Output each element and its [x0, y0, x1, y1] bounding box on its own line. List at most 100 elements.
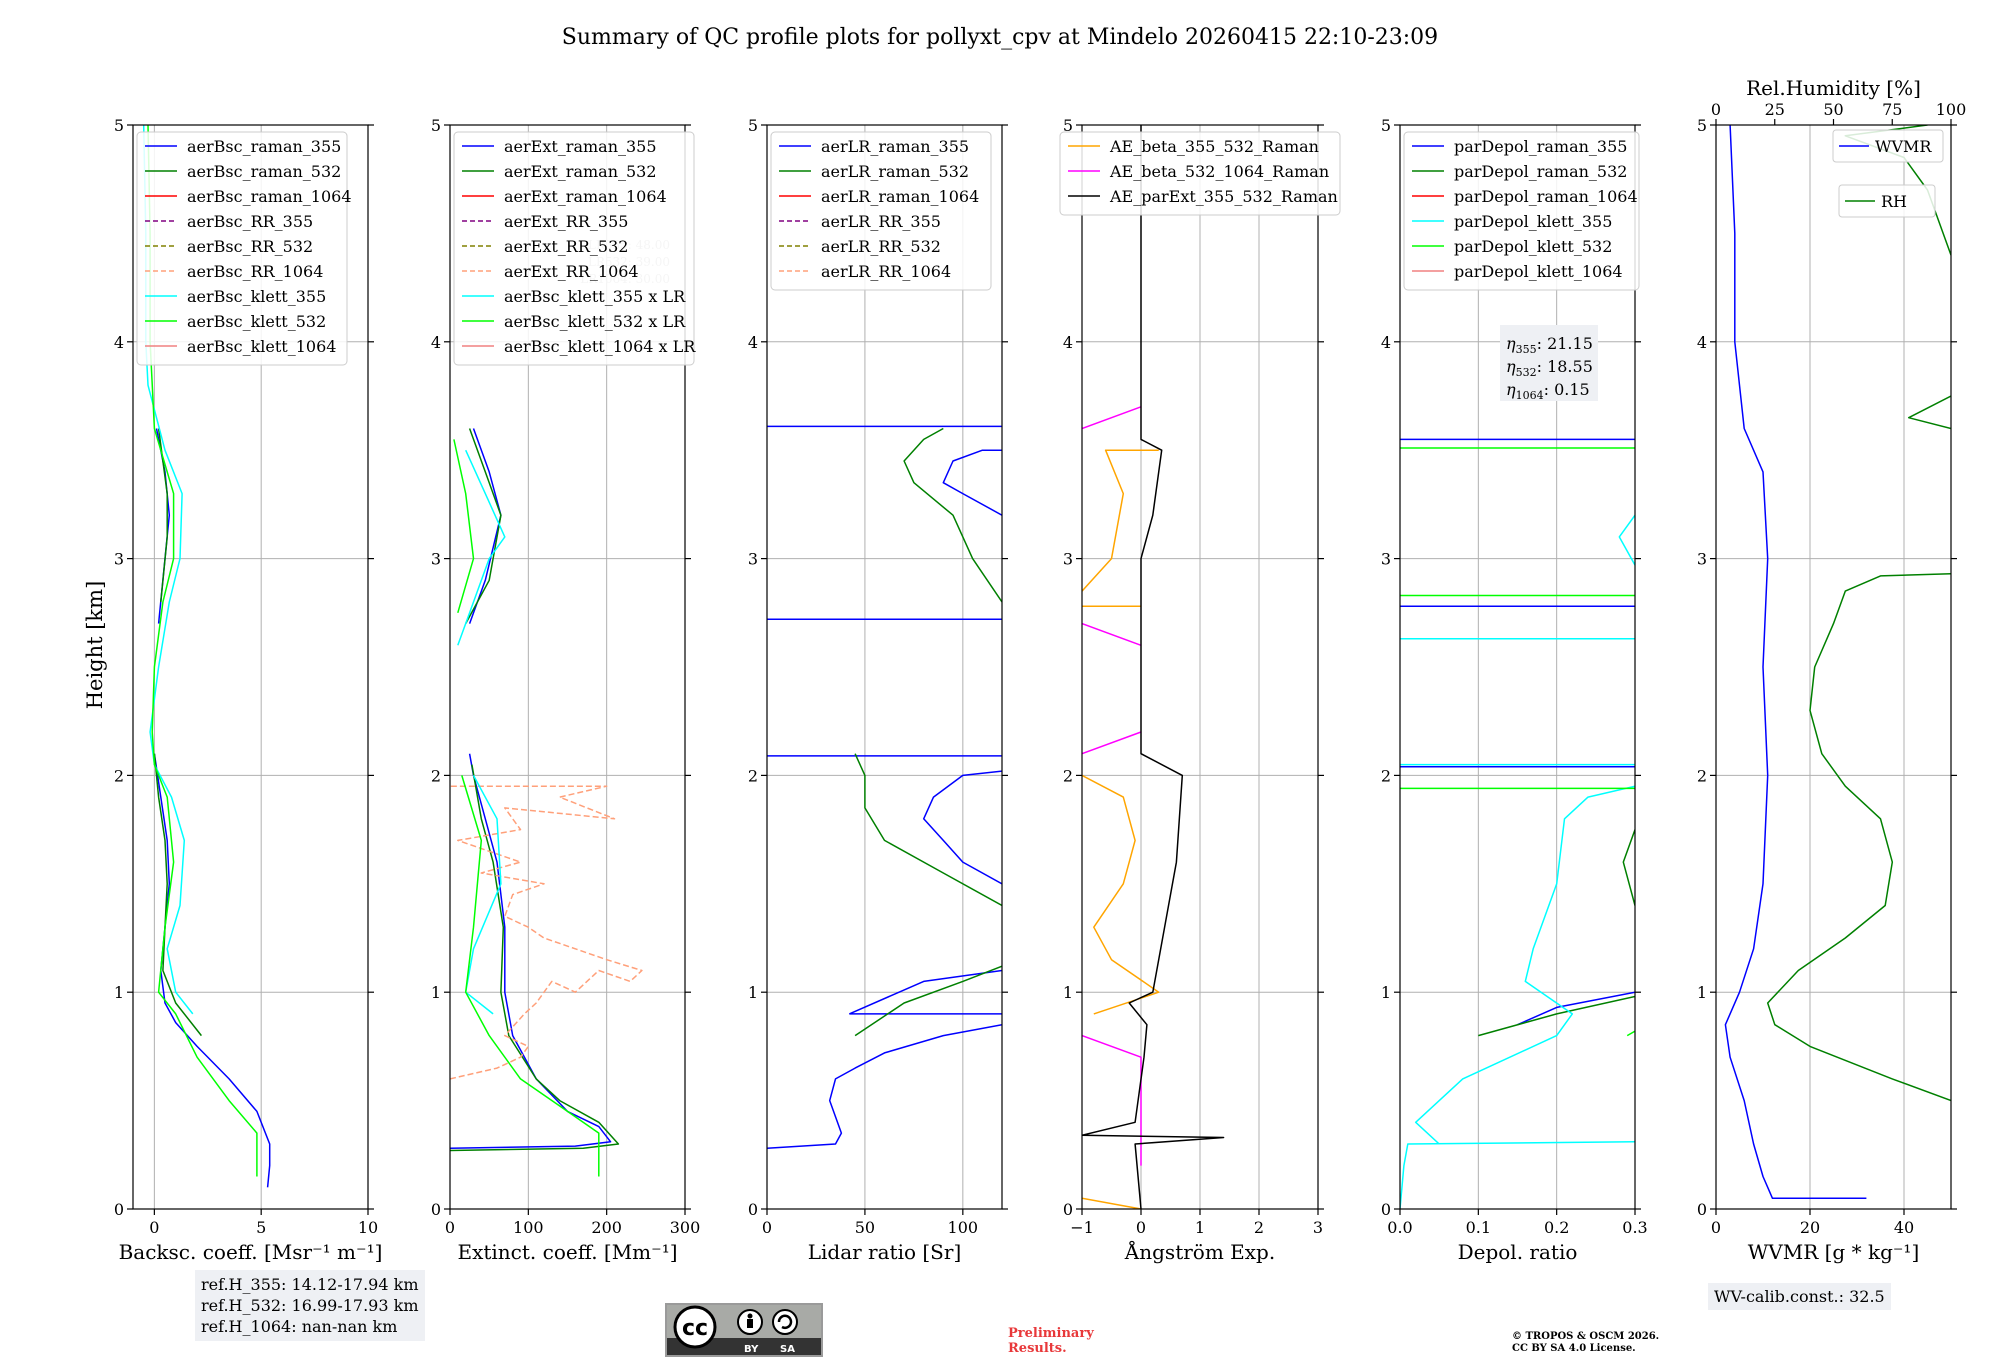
- series-aerLR_raman_532: [854, 427, 1002, 1037]
- y-tick-label: 4: [114, 333, 124, 352]
- x-axis-label: Depol. ratio: [1458, 1240, 1578, 1264]
- legend-label: aerExt_RR_1064: [504, 262, 639, 281]
- y-tick-label: 1: [1063, 983, 1073, 1002]
- wv-calibration-text: WV-calib.const.: 32.5: [1714, 1287, 1885, 1306]
- y-tick-label: 0: [1381, 1200, 1391, 1219]
- legend-label: AE_beta_532_1064_Raman: [1109, 162, 1329, 181]
- legend-label: aerBsc_RR_532: [187, 237, 313, 256]
- y-tick-label: 1: [1697, 983, 1707, 1002]
- series-WVMR: [1724, 125, 1867, 1199]
- series-group: [450, 428, 643, 1177]
- x-tick-label: 0.1: [1466, 1218, 1491, 1237]
- legend-label: aerExt_raman_1064: [504, 187, 667, 206]
- y-tick-label: 5: [1063, 116, 1073, 135]
- legend-label: aerBsc_raman_532: [187, 162, 341, 181]
- y-tick-label: 0: [431, 1200, 441, 1219]
- reference-heights-box: ref.H_355: 14.12-17.94 km ref.H_532: 16.…: [195, 1270, 425, 1341]
- series-aerLR_raman_355: [767, 425, 1002, 1150]
- x-tick-label: −1: [1070, 1218, 1094, 1237]
- series-parDepol_klett_532: [1400, 447, 1635, 1037]
- x-tick-label: 0: [149, 1218, 159, 1237]
- y-tick-label: 3: [1697, 550, 1707, 569]
- legend-label: aerLR_raman_355: [821, 137, 969, 156]
- y-tick-label: 4: [1697, 333, 1707, 352]
- x-axis-label: Lidar ratio [Sr]: [808, 1240, 962, 1264]
- series-group: [767, 425, 1002, 1150]
- legend-label: aerExt_raman_532: [504, 162, 657, 181]
- y-tick-label: 2: [1063, 766, 1073, 785]
- x-tick-label: 0: [1136, 1218, 1146, 1237]
- y-tick-label: 1: [1381, 983, 1391, 1002]
- top-tick-label: 25: [1765, 100, 1785, 119]
- y-tick-label: 3: [114, 550, 124, 569]
- legend-label: aerBsc_raman_1064: [187, 187, 352, 206]
- top-tick-label: 100: [1936, 100, 1967, 119]
- legend-label: aerLR_raman_1064: [821, 187, 979, 206]
- legend-label: aerExt_RR_532: [504, 237, 628, 256]
- y-tick-label: 4: [431, 333, 441, 352]
- panel-bsc: 0 1 2 3 4 5 0 5 10 Backsc. coeff. [Msr⁻¹ m⁻¹] aerB…: [114, 116, 383, 1264]
- series-group: [1082, 125, 1225, 1209]
- series-AE_parExt_355_532_Raman: [1082, 125, 1225, 1209]
- y-tick-label: 2: [1697, 766, 1707, 785]
- x-axis-label: Ångström Exp.: [1124, 1239, 1275, 1264]
- y-tick-label: 4: [748, 333, 758, 352]
- x-tick-label: 40: [1894, 1218, 1914, 1237]
- series-AE_beta_532_1064_Raman: [1082, 406, 1142, 1166]
- y-tick-label: 2: [431, 766, 441, 785]
- series-parDepol_raman_355: [1400, 438, 1635, 1026]
- cc-license-badge: cc BY SA: [665, 1303, 823, 1357]
- series-aerBsc_klett_355 x LR: [457, 449, 506, 1015]
- legend-label: parDepol_klett_355: [1454, 212, 1612, 231]
- y-tick-label: 0: [114, 1200, 124, 1219]
- legend-label: parDepol_raman_355: [1454, 137, 1627, 156]
- legend-label: aerBsc_klett_1064 x LR: [504, 337, 696, 356]
- y-tick-label: 4: [1381, 333, 1391, 352]
- legend-box: [770, 131, 992, 291]
- legend-label: parDepol_raman_1064: [1454, 187, 1638, 206]
- axes-frame: [1715, 124, 1952, 1210]
- series-aerBsc_raman_355: [153, 428, 271, 1188]
- legend-label: aerExt_RR_355: [504, 212, 628, 231]
- legend-wvmr: WVMR: [1832, 129, 1944, 163]
- x-tick-label: 1: [1195, 1218, 1205, 1237]
- x-tick-label: 0: [1711, 1218, 1721, 1237]
- series-aerBsc_klett_355: [142, 125, 194, 1015]
- figure-title: Summary of QC profile plots for pollyxt_…: [562, 25, 1438, 50]
- y-tick-label: 3: [748, 550, 758, 569]
- x-tick-label: 2: [1254, 1218, 1264, 1237]
- y-tick-label: 1: [431, 983, 441, 1002]
- axes-frame: [449, 124, 686, 1210]
- top-tick-label: 0: [1711, 100, 1721, 119]
- axes-frame: [132, 124, 369, 1210]
- eta-bg: [1500, 325, 1598, 401]
- x-tick-label: 0: [445, 1218, 455, 1237]
- y-tick-label: 3: [1381, 550, 1391, 569]
- series-group: [142, 125, 271, 1188]
- x-tick-label: 10: [358, 1218, 378, 1237]
- series-RH: [1766, 125, 1951, 1102]
- x-tick-label: 20: [1800, 1218, 1820, 1237]
- y-tick-label: 0: [1063, 1200, 1073, 1219]
- legend-label: aerLR_raman_532: [821, 162, 969, 181]
- axes-frame: [1399, 124, 1636, 1210]
- legend-label: aerLR_RR_532: [821, 237, 941, 256]
- series-parDepol_klett_355: [1400, 514, 1635, 1209]
- legend-label: aerBsc_klett_532 x LR: [504, 312, 686, 331]
- cc-by-label: BY: [744, 1344, 759, 1355]
- ref-height-532: ref.H_532: 16.99-17.93 km: [201, 1296, 419, 1315]
- series-aerBsc_klett_532: [147, 125, 258, 1177]
- eta-label: η355: 21.15: [1506, 334, 1593, 356]
- y-tick-label: 5: [1697, 116, 1707, 135]
- legend-bsc: aerBsc_raman_355 aerBsc_raman_532 aerBsc_r…: [136, 131, 352, 366]
- legend-ext: aerExt_raman_355 aerExt_raman_532 aerExt_r…: [453, 131, 696, 366]
- legend-lr: aerLR_raman_355 aerLR_raman_532 aerLR_rama…: [770, 131, 992, 291]
- legend-label: AE_beta_355_532_Raman: [1109, 137, 1319, 156]
- y-tick-label: 5: [748, 116, 758, 135]
- cc-sa-label: SA: [780, 1344, 795, 1355]
- y-tick-label: 3: [1063, 550, 1073, 569]
